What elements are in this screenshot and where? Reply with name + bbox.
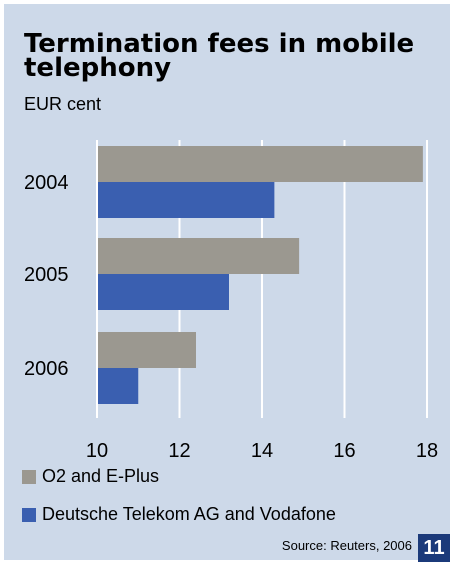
y-category-label-2006: 2006	[24, 358, 69, 380]
bar-2006-series-0	[97, 332, 196, 368]
legend-item-telekom: Deutsche Telekom AG and Vodafone	[22, 504, 336, 525]
x-tick-label-10: 10	[86, 440, 108, 462]
y-category-label-2005: 2005	[24, 264, 69, 286]
legend-swatch-telekom	[22, 507, 36, 522]
unit-label: EUR cent	[24, 94, 102, 114]
bar-2005-series-0	[97, 238, 300, 274]
bar-2006-series-1	[97, 368, 139, 404]
bar-2004-series-0	[97, 146, 423, 182]
x-tick-label-14: 14	[251, 440, 273, 462]
x-tick-label-16: 16	[333, 440, 355, 462]
legend-item-o2: O2 and E-Plus	[22, 466, 159, 487]
bar-2004-series-1	[97, 182, 275, 218]
page-number-badge: 11	[418, 534, 450, 562]
legend-label-o2: O2 and E-Plus	[42, 466, 160, 486]
legend-swatch-o2	[22, 469, 36, 484]
legend-label-telekom: Deutsche Telekom AG and Vodafone	[42, 504, 336, 524]
bar-2005-series-1	[97, 274, 229, 310]
x-tick-label-12: 12	[168, 440, 190, 462]
chart-title: Termination fees in mobile telephony	[24, 29, 415, 83]
source-note: Source: Reuters, 2006	[281, 538, 412, 553]
x-tick-label-18: 18	[416, 440, 438, 462]
y-category-label-2004: 2004	[24, 172, 69, 194]
